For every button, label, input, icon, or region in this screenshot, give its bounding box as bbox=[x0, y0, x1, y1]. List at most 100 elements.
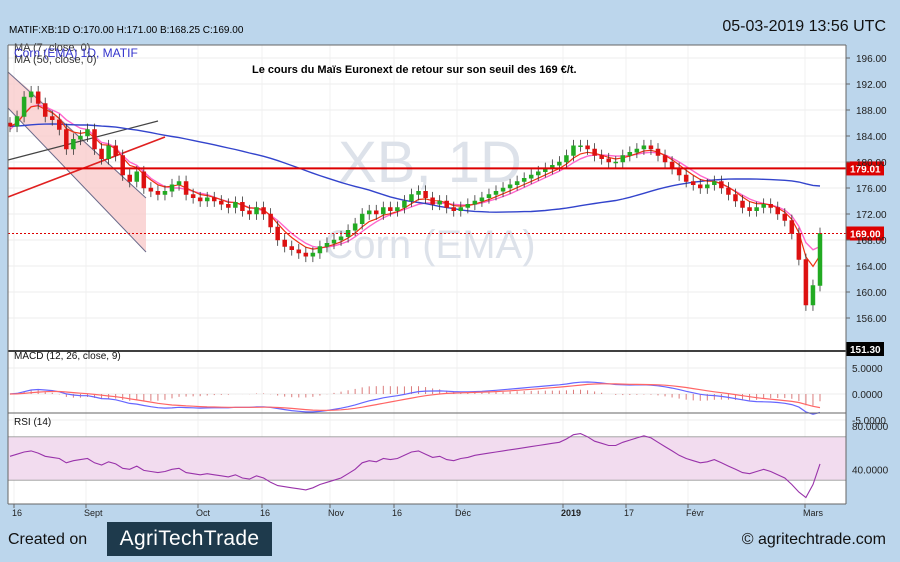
x-tick-label: 16 bbox=[392, 508, 402, 518]
candle-body bbox=[127, 174, 132, 182]
created-on-label: Created on bbox=[8, 531, 88, 548]
agritechtrade-logo: AgriTechTrade bbox=[107, 522, 272, 556]
candle-body bbox=[99, 148, 104, 159]
candle-body bbox=[148, 187, 154, 192]
candle-body bbox=[726, 187, 731, 195]
price-label-text: 169.00 bbox=[850, 230, 881, 241]
candle-body bbox=[500, 187, 506, 192]
candle-body bbox=[514, 181, 520, 185]
y-tick-label: 188.00 bbox=[856, 106, 887, 117]
candle-body bbox=[733, 194, 738, 202]
candle-body bbox=[641, 145, 647, 150]
candle-body bbox=[226, 204, 231, 208]
candle-body bbox=[113, 145, 118, 156]
candle-body bbox=[92, 129, 97, 150]
candle-body bbox=[134, 171, 140, 182]
website-url: © agritechtrade.com bbox=[741, 531, 886, 548]
candle-body bbox=[197, 197, 203, 202]
candle-body bbox=[190, 194, 196, 198]
candle-body bbox=[28, 91, 34, 98]
macd-tick-label: 5.0000 bbox=[852, 364, 883, 375]
y-tick-label: 172.00 bbox=[856, 210, 887, 221]
candle-body bbox=[775, 207, 780, 215]
candle-body bbox=[35, 91, 41, 104]
y-tick-label: 180.00 bbox=[856, 158, 887, 169]
candle-body bbox=[296, 249, 302, 254]
candle-body bbox=[240, 202, 245, 212]
timestamp: 05-03-2019 13:56 UTC bbox=[722, 18, 886, 35]
price-label-bg bbox=[846, 161, 884, 176]
candle-body bbox=[416, 191, 421, 195]
candle-body bbox=[754, 207, 759, 211]
candle-body bbox=[317, 246, 323, 254]
candle-body bbox=[395, 207, 400, 211]
trend-line-red bbox=[7, 136, 166, 198]
candle-body bbox=[14, 116, 20, 127]
symbol-label: Corn (EMA) 1D, MATIF bbox=[14, 46, 138, 60]
price-label-text: 179.01 bbox=[850, 164, 881, 175]
candle-body bbox=[634, 148, 640, 153]
candle-body bbox=[690, 181, 696, 185]
candle-body bbox=[437, 200, 442, 205]
x-tick-label: Mars bbox=[803, 508, 823, 518]
channel-lower-line bbox=[7, 107, 147, 253]
candle-body bbox=[789, 220, 795, 234]
price-label-bg bbox=[846, 226, 884, 241]
candle-body bbox=[740, 200, 745, 208]
macd-label: MACD (12, 26, close, 9) bbox=[14, 351, 121, 362]
x-tick-label: Déc bbox=[455, 508, 472, 518]
x-tick-label: 17 bbox=[624, 508, 634, 518]
candle-body bbox=[176, 181, 182, 185]
candle-body bbox=[85, 129, 90, 137]
candle-body bbox=[268, 213, 273, 228]
main-grid bbox=[8, 57, 846, 319]
rsi-tick-label: 40.0000 bbox=[852, 465, 889, 476]
descending-channel-fill bbox=[8, 72, 146, 252]
candle-body bbox=[106, 145, 111, 159]
y-tick-label: 168.00 bbox=[856, 236, 887, 247]
candle-body bbox=[21, 96, 27, 117]
candle-body bbox=[212, 197, 217, 202]
x-tick-label: 16 bbox=[12, 508, 22, 518]
macd-pane-bg bbox=[8, 351, 846, 413]
price-label-text: 151.30 bbox=[850, 345, 881, 356]
candle-body bbox=[120, 155, 125, 176]
candle-body bbox=[64, 129, 69, 150]
candle-body bbox=[648, 145, 654, 150]
candle-body bbox=[712, 181, 717, 185]
rsi-band bbox=[8, 436, 846, 481]
macd-tick-label: 0.0000 bbox=[852, 390, 883, 401]
candle-body bbox=[162, 191, 168, 195]
candle-body bbox=[331, 239, 337, 244]
y-tick-label: 192.00 bbox=[856, 80, 887, 91]
candle-body bbox=[219, 200, 224, 205]
candle-body bbox=[557, 161, 562, 166]
price-label-bg bbox=[846, 342, 884, 356]
candle-body bbox=[183, 181, 189, 195]
candle-body bbox=[564, 155, 569, 163]
watermark-symbol: XB, 1D bbox=[338, 130, 522, 195]
candle-body bbox=[451, 207, 456, 211]
candle-body bbox=[810, 285, 816, 306]
candle-body bbox=[366, 210, 372, 215]
candle-body bbox=[388, 207, 393, 211]
candle-body bbox=[233, 202, 238, 208]
candle-body bbox=[817, 233, 823, 286]
candle-body bbox=[796, 233, 802, 260]
x-tick-label: Févr bbox=[686, 508, 704, 518]
candle-body bbox=[303, 252, 309, 257]
chart-annotation: Le cours du Maïs Euronext de retour sur … bbox=[252, 64, 577, 76]
candle-body bbox=[423, 191, 428, 198]
candle-body bbox=[254, 207, 259, 215]
candle-body bbox=[585, 145, 590, 150]
rsi-tick-label: 80.0000 bbox=[852, 422, 889, 433]
candle-body bbox=[402, 200, 407, 208]
rsi-line bbox=[9, 433, 821, 499]
candle-body bbox=[761, 204, 766, 208]
candle-body bbox=[352, 223, 358, 231]
macd-line bbox=[9, 381, 821, 415]
candle-body bbox=[7, 122, 13, 127]
candle-body bbox=[57, 119, 62, 130]
trend-line-black bbox=[7, 120, 159, 161]
